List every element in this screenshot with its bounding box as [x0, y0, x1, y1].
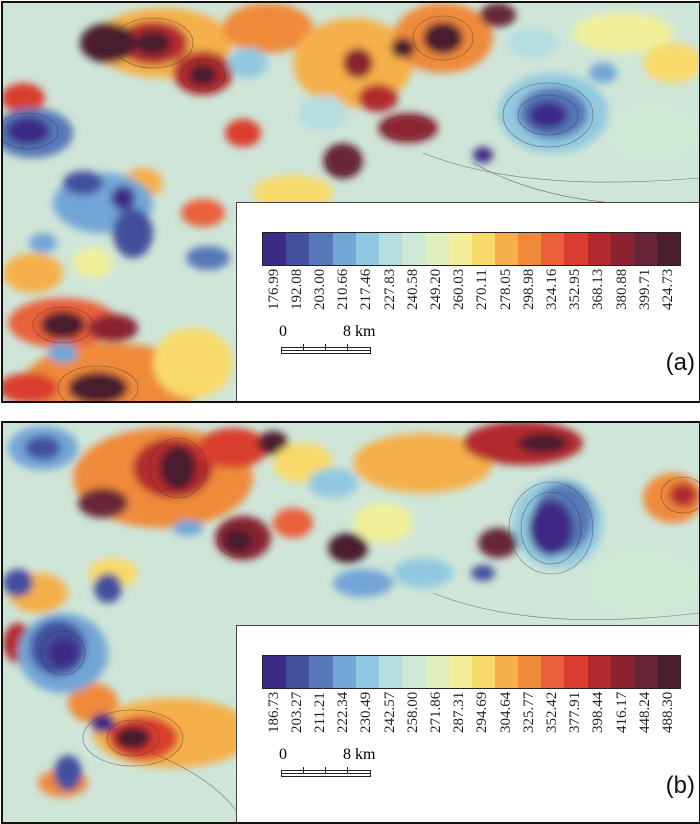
colorbar-swatch	[564, 656, 588, 688]
colorbar-swatch	[378, 656, 403, 688]
colorbar-tick-label: 258.00	[404, 692, 421, 734]
scale-bar-a: 0 8 km	[279, 323, 399, 363]
colorbar-swatch	[494, 656, 519, 688]
scale-ruler	[281, 344, 371, 354]
colorbar-swatch	[263, 233, 287, 265]
panel-label-b: (b)	[665, 772, 695, 799]
colorbar-swatch	[518, 656, 542, 688]
colorbar-tick-label: 324.16	[544, 269, 560, 311]
colorbar-tick-label: 278.05	[497, 269, 514, 311]
colorbar-swatch	[425, 656, 449, 688]
colorbar-swatch	[402, 233, 426, 265]
colorbar-swatch	[634, 233, 658, 265]
colorbar-swatch	[286, 656, 310, 688]
colorbar-swatch	[657, 233, 681, 265]
colorbar-swatch	[309, 233, 333, 265]
colorbar-tick-label: 298.98	[520, 269, 537, 311]
colorbar-tick-label: 249.20	[428, 269, 444, 311]
colorbar-swatch	[610, 656, 634, 688]
legend-box-a: 176.99 192.08 203.00 210.66 217.46 227.83 240.…	[236, 202, 699, 401]
colorbar-swatch	[263, 656, 287, 688]
colorbar-swatch	[541, 656, 565, 688]
colorbar-tick-label: 416.17	[613, 692, 630, 734]
colorbar-tick-label: 399.71	[636, 269, 653, 311]
panel-label-a: (a)	[665, 349, 695, 376]
colorbar-swatch	[634, 656, 658, 688]
colorbar-tick-label: 352.42	[544, 692, 560, 734]
scale-zero-label: 0	[279, 746, 287, 763]
scale-bar-b: 0 8 km	[279, 746, 399, 786]
colorbar-swatch	[610, 233, 634, 265]
colorbar-swatch	[587, 233, 611, 265]
colorbar-tick-label: 377.91	[567, 692, 584, 734]
scale-ruler	[281, 767, 371, 777]
colorbar-swatch	[448, 656, 472, 688]
colorbar-swatch	[332, 233, 356, 265]
colorbar-tick-label: 424.73	[660, 269, 676, 311]
legend-box-b: 186.73 203.27 211.21 222.34 230.49 242.57 258.…	[236, 625, 699, 822]
colorbar-swatch	[309, 656, 333, 688]
colorbar-swatch	[286, 233, 310, 265]
colorbar-tick-label: 271.86	[428, 692, 444, 734]
colorbar-swatch	[657, 656, 681, 688]
colorbar-swatch	[378, 233, 403, 265]
colorbar-tick-label: 380.88	[613, 269, 630, 311]
colorbar-swatch	[332, 656, 356, 688]
colorbar-swatch	[402, 656, 426, 688]
colorbar-tick-label: 488.30	[660, 692, 676, 734]
colorbar-swatch	[425, 233, 449, 265]
colorbar-swatch	[564, 233, 588, 265]
colorbar-tick-label: 398.44	[590, 692, 607, 734]
colorbar-tick-label: 260.03	[451, 269, 468, 311]
colorbar-b	[262, 655, 682, 689]
map-panel-b: 186.73 203.27 211.21 222.34 230.49 242.57 258.…	[1, 421, 700, 824]
colorbar-swatch	[448, 233, 472, 265]
colorbar-tick-label: 287.31	[451, 692, 468, 734]
colorbar-tick-label: 270.11	[474, 269, 491, 310]
colorbar-tick-label: 448.24	[636, 692, 653, 734]
colorbar-swatch	[494, 233, 519, 265]
colorbar-swatch	[355, 656, 379, 688]
scale-distance-label: 8 km	[343, 323, 376, 340]
scale-distance-label: 8 km	[343, 746, 376, 763]
colorbar-tick-label: 304.64	[497, 692, 514, 734]
colorbar-tick-label: 325.77	[520, 692, 537, 734]
colorbar-a	[262, 232, 682, 266]
colorbar-swatch	[471, 233, 495, 265]
map-panel-a: 176.99 192.08 203.00 210.66 217.46 227.83 240.…	[1, 1, 700, 403]
scale-zero-label: 0	[279, 323, 287, 340]
colorbar-tick-label: 368.13	[590, 269, 607, 311]
colorbar-tick-label: 240.58	[404, 269, 421, 311]
colorbar-swatch	[355, 233, 379, 265]
colorbar-tick-label: 294.69	[474, 692, 491, 734]
colorbar-swatch	[471, 656, 495, 688]
colorbar-swatch	[587, 656, 611, 688]
colorbar-tick-label: 352.95	[567, 269, 584, 311]
colorbar-swatch	[541, 233, 565, 265]
colorbar-swatch	[518, 233, 542, 265]
